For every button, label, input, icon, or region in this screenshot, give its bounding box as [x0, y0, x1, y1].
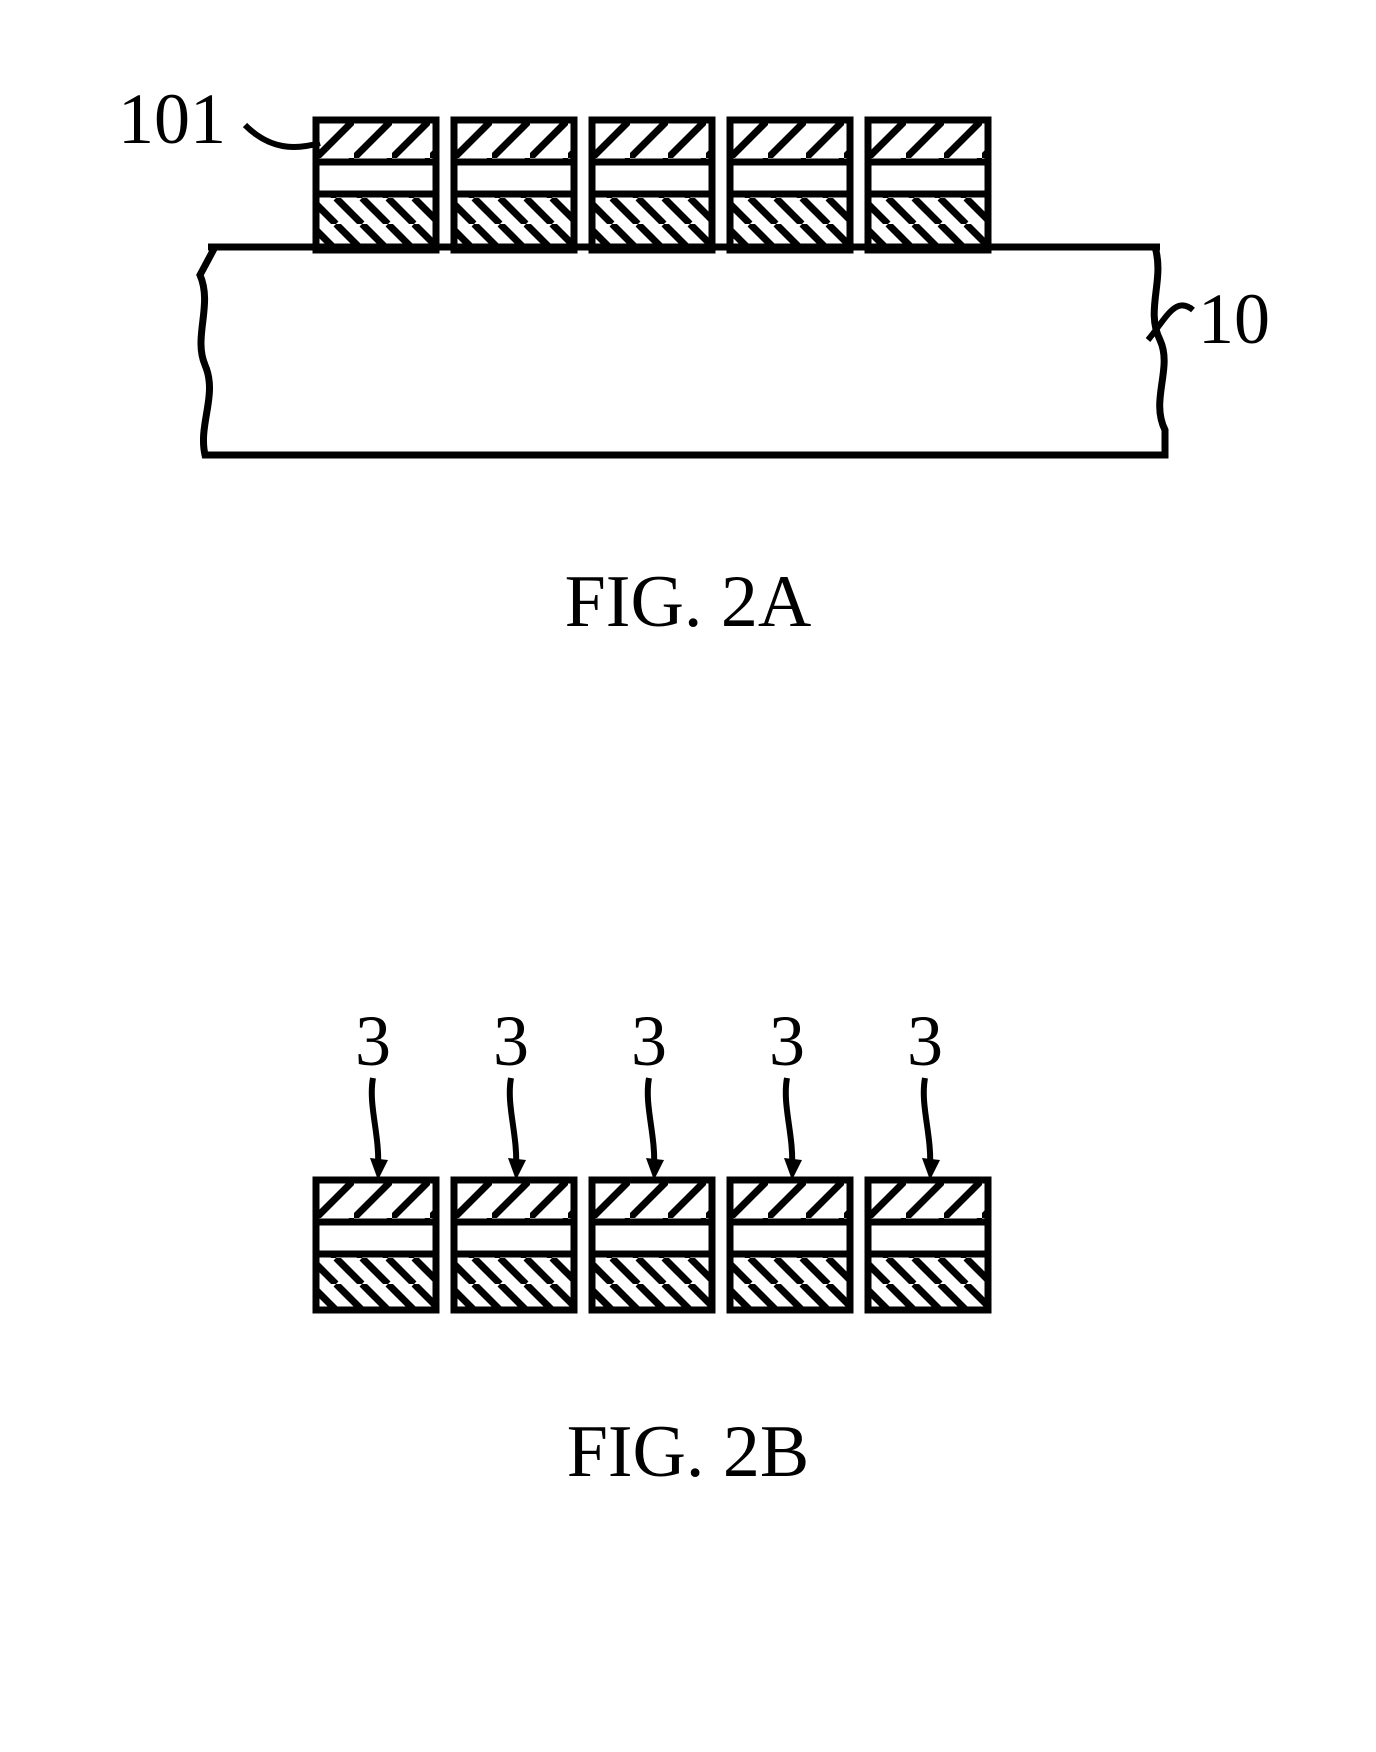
label-3-2: 3	[631, 1000, 667, 1083]
label-3-4: 3	[907, 1000, 943, 1083]
label-3-0: 3	[355, 1000, 391, 1083]
page: 101 10 FIG. 2A	[0, 0, 1376, 1752]
label-101: 101	[118, 78, 226, 161]
fig2b-stacks	[316, 1180, 988, 1310]
label-3-1: 3	[493, 1000, 529, 1083]
substrate	[200, 247, 1167, 455]
fig2a-stacks	[316, 120, 988, 250]
label-3-3: 3	[769, 1000, 805, 1083]
leader-101	[245, 125, 320, 147]
fig2a-caption: FIG. 2A	[0, 560, 1376, 645]
fig2a-svg	[0, 0, 1376, 500]
label-10: 10	[1198, 278, 1270, 361]
fig2b-arrows	[370, 1078, 940, 1180]
fig2b-caption: FIG. 2B	[0, 1410, 1376, 1495]
